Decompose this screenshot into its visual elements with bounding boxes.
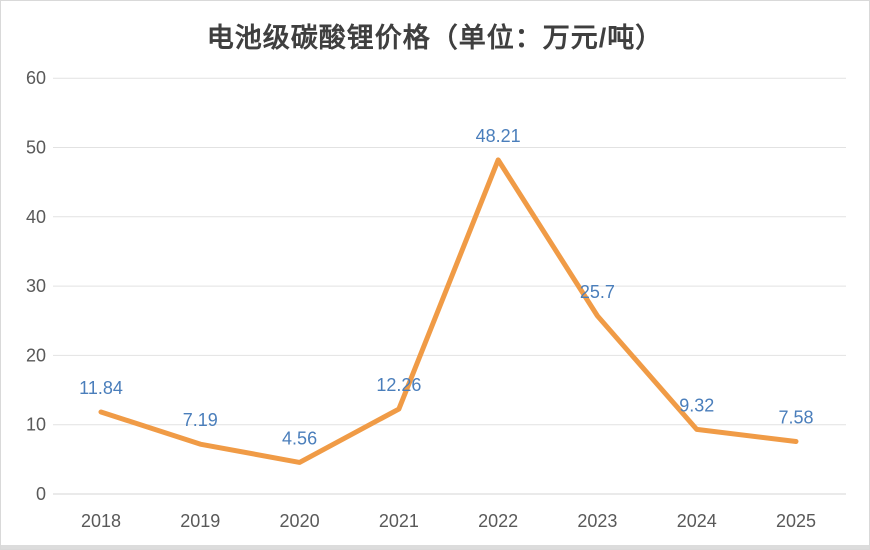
data-point-label: 48.21 <box>476 126 521 146</box>
x-axis-tick-label: 2025 <box>776 511 816 531</box>
x-axis-tick-label: 2018 <box>81 511 121 531</box>
x-axis-tick-label: 2021 <box>379 511 419 531</box>
data-point-label: 11.84 <box>79 378 123 398</box>
y-axis-tick-label: 30 <box>26 276 46 296</box>
y-axis-tick-label: 50 <box>26 138 46 158</box>
y-axis-tick-label: 60 <box>26 68 46 88</box>
x-axis-tick-label: 2019 <box>180 511 220 531</box>
data-point-label: 12.26 <box>376 375 421 395</box>
x-axis-tick-label: 2020 <box>280 511 320 531</box>
data-point-label: 7.58 <box>778 407 813 427</box>
data-point-label: 9.32 <box>679 395 714 415</box>
chart-title: 电池级碳酸锂价格（单位：万元/吨） <box>206 23 664 53</box>
y-axis-tick-label: 20 <box>26 345 46 365</box>
bottom-window-edge <box>1 545 869 549</box>
y-axis-tick-label: 40 <box>26 207 46 227</box>
x-axis-tick-label: 2023 <box>577 511 617 531</box>
y-axis-tick-label: 10 <box>26 415 46 435</box>
price-line-series <box>98 157 799 465</box>
y-axis-tick-label: 0 <box>36 484 46 504</box>
data-point-label: 4.56 <box>282 428 317 448</box>
data-point-label: 25.7 <box>580 282 615 302</box>
data-point-label: 7.19 <box>183 410 218 430</box>
x-axis-tick-label: 2022 <box>478 511 518 531</box>
x-axis-tick-label: 2024 <box>677 511 717 531</box>
